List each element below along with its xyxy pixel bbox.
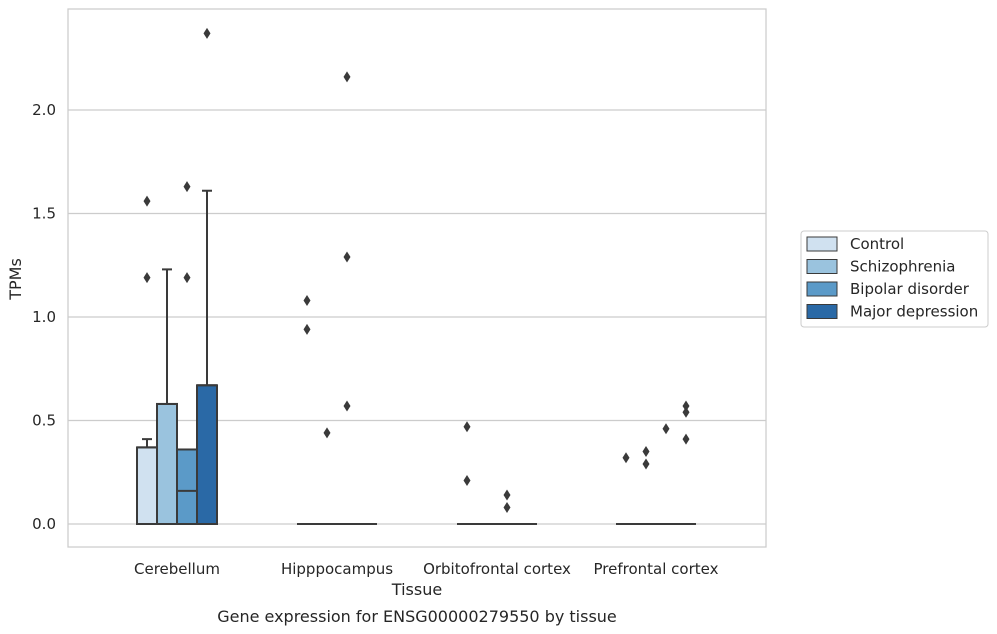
outlier-point: [183, 181, 191, 193]
outlier-point: [642, 446, 650, 458]
outlier-point: [343, 71, 351, 83]
y-tick-label: 1.0: [32, 308, 56, 326]
legend-swatch: [806, 259, 838, 274]
box-3-3: [676, 400, 696, 525]
legend-swatch: [806, 304, 838, 319]
outlier-point: [463, 421, 471, 433]
legend-swatch: [806, 281, 838, 297]
outlier-point: [203, 27, 211, 39]
x-axis-title: Tissue: [391, 580, 442, 599]
legend-label: Major depression: [850, 303, 978, 321]
y-tick-label: 1.5: [32, 205, 56, 223]
box-3-2: [656, 423, 676, 525]
box-3-1: [636, 446, 656, 525]
box-body: [136, 446, 158, 525]
outlier-point: [622, 452, 630, 464]
y-tick-label: 0.0: [32, 515, 56, 533]
box-1-2: [337, 71, 357, 525]
outlier-point: [682, 406, 690, 418]
outlier-point: [343, 400, 351, 412]
outlier-point: [183, 272, 191, 284]
x-tick-label: Hipppocampus: [281, 560, 393, 578]
outlier-point: [662, 423, 670, 435]
outlier-point: [343, 251, 351, 263]
outlier-point: [303, 323, 311, 335]
x-tick-label: Prefrontal cortex: [594, 560, 719, 578]
legend: Control Schizophrenia Bipolar disorder Majo…: [800, 230, 989, 328]
box-2-2: [497, 489, 517, 525]
outlier-point: [323, 427, 331, 439]
outlier-point: [303, 294, 311, 306]
box-3-0: [616, 452, 636, 525]
x-tick-label: Orbitofrontal cortex: [423, 560, 571, 578]
y-tick-label: 0.5: [32, 412, 56, 430]
chart-caption: Gene expression for ENSG00000279550 by t…: [217, 607, 617, 626]
box-1-1: [317, 427, 337, 525]
legend-frame: [800, 230, 989, 328]
plot-frame: [67, 8, 767, 548]
outlier-point: [143, 272, 151, 284]
box-0-3: [196, 27, 218, 525]
outlier-point: [463, 475, 471, 487]
box-0-0: [136, 195, 158, 525]
legend-label: Bipolar disorder: [850, 280, 970, 298]
box-body: [196, 384, 218, 525]
y-tick-labels: 0.0 0.5 1.0 1.5 2.0: [32, 101, 56, 533]
box-0-1: [156, 268, 178, 525]
box-body: [156, 402, 178, 525]
legend-swatch: [806, 236, 838, 252]
outlier-point: [143, 195, 151, 207]
box-body: [176, 448, 198, 526]
outlier-point: [682, 433, 690, 445]
legend-label: Schizophrenia: [850, 258, 955, 276]
y-tick-label: 2.0: [32, 101, 56, 119]
x-tick-labels: Cerebellum Hipppocampus Orbitofrontal cort…: [134, 560, 719, 578]
box-2-0: [457, 421, 477, 525]
y-axis-title: TPMs: [6, 258, 25, 301]
outlier-point: [503, 489, 511, 501]
outlier-point: [642, 458, 650, 470]
box-series: [136, 27, 696, 526]
outlier-point: [682, 400, 690, 412]
outlier-point: [503, 501, 511, 513]
legend-label: Control: [850, 235, 904, 253]
x-tick-label: Cerebellum: [134, 560, 220, 578]
box-1-0: [297, 294, 317, 525]
